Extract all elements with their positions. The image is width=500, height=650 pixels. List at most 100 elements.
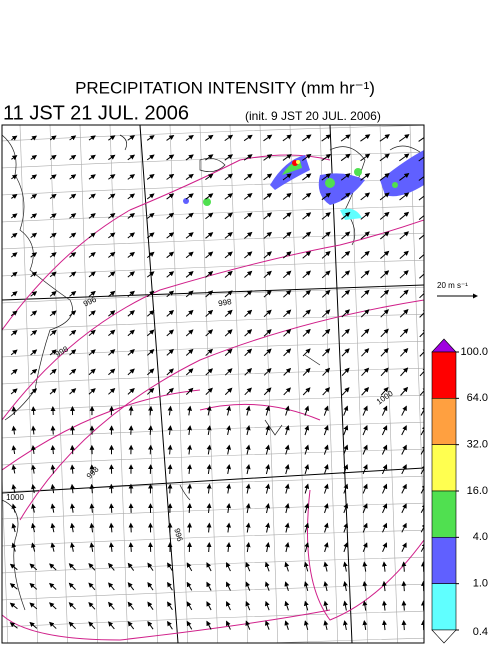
meridian [109,125,129,643]
wind-arrow [224,348,233,357]
wind-arrow [11,484,17,494]
wind-arrow [69,271,77,278]
wind-arrow [302,309,311,318]
parallel [2,340,424,358]
wind-arrow [343,483,349,494]
wind-arrow [146,173,155,180]
valid-time: 11 JST 21 JUL. 2006 [3,102,189,124]
wind-arrow [302,328,311,337]
wind-arrow [186,620,193,630]
wind-arrow [224,193,233,200]
colorbar-label: 16.0 [467,485,488,497]
wind-arrow [263,192,273,200]
wind-arrow [69,388,77,395]
wind-arrow [226,620,231,630]
wind-arrow [49,349,57,356]
wind-arrow [185,251,194,259]
wind-arrow [88,349,96,356]
wind-arrow [302,270,311,279]
colorbar-over [431,338,457,353]
wind-arrow [127,368,135,376]
wind-arrow [244,387,252,396]
wind-arrow [108,562,115,571]
wind-arrow [360,270,370,279]
wind-arrow [29,582,38,590]
wind-arrow [11,135,18,141]
wind-arrow [360,153,371,162]
isobar-label: 1000 [375,389,395,407]
wind-arrow [166,154,175,161]
wind-arrow [323,425,329,436]
wind-arrow [108,601,115,610]
isobar-label: 998 [218,297,233,308]
wind-arrow [382,542,388,553]
wind-arrow [343,464,349,475]
wind-arrow [11,155,18,161]
wind-arrow [205,270,214,278]
wind-arrow [185,271,194,278]
wind-arrow [108,310,116,317]
wind-arrow [185,232,194,239]
wind-arrow [284,581,290,591]
wind-arrow [341,367,350,376]
wind-arrow [127,251,135,258]
wind-arrow [264,620,270,630]
wind-arrow [302,192,312,200]
wind-arrow [380,348,389,357]
wind-arrow [340,153,351,162]
meridian [139,125,159,643]
wind-arrow [29,563,38,571]
wind-arrow [11,174,18,180]
wind-arrow [401,522,407,533]
wind-arrow [30,271,38,278]
wind-arrow [381,425,388,436]
wind-arrow [206,522,212,533]
wind-arrow [302,251,312,259]
wind-arrow [31,406,36,415]
wind-arrow [224,134,234,142]
wind-arrow [340,173,351,181]
wind-vectors [9,133,424,631]
wind-arrow [11,523,17,533]
wind-arrow [146,290,155,298]
wind-arrow [341,212,351,220]
colorbar-segment [431,444,457,492]
wind-arrow [108,251,116,258]
wind-arrow [341,309,350,318]
wind-arrow [244,329,253,337]
wind-arrow [108,349,116,356]
wind-arrow [50,522,56,533]
wind-arrow [186,601,193,611]
wind-arrow [127,621,135,630]
wind-arrow [10,330,18,336]
wind-arrow [10,291,18,297]
wind-arrow [108,522,114,533]
parallel [2,556,424,574]
wind-arrow [362,620,368,631]
wind-arrow [343,522,349,533]
wind-arrow [304,405,310,416]
colorbar-segment [431,398,457,445]
isobars [2,154,424,641]
wind-arrow [88,174,96,180]
wind-arrow [206,483,212,494]
wind-arrow [146,212,155,219]
wind-arrow [303,581,309,592]
wind-arrow [9,602,18,610]
wind-arrow [146,135,155,141]
wind-arrow [380,367,389,377]
wind-arrow [360,289,370,298]
wind-arrow [166,271,175,278]
wind-arrow [301,134,312,142]
wind-arrow [263,329,272,337]
wind-arrow [381,561,387,572]
wind-arrow [282,212,292,220]
wind-arrow [127,601,135,610]
wind-arrow [323,542,329,553]
wind-arrow [166,232,175,239]
wind-arrow [9,583,18,590]
colorbar-label: 64.0 [467,392,488,404]
wind-arrow [341,231,351,240]
wind-arrow [167,620,173,630]
wind-arrow [342,561,348,572]
